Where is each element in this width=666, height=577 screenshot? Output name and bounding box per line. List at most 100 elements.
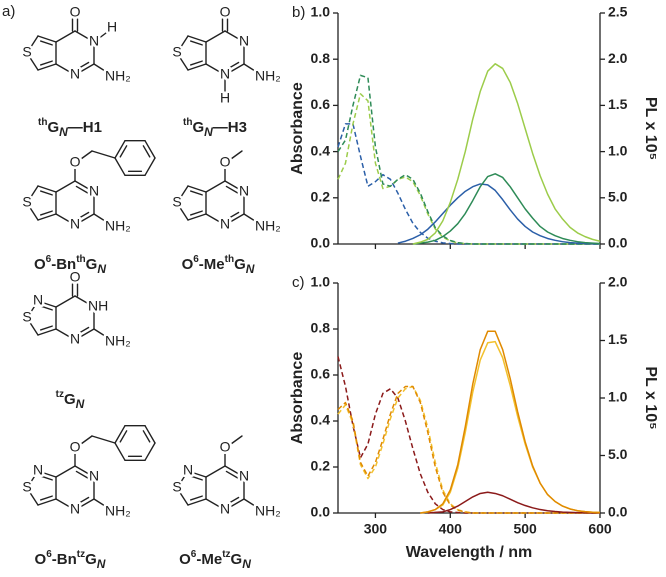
- bond: [39, 475, 53, 481]
- bond: [37, 63, 57, 71]
- emission-line: [412, 173, 601, 245]
- y-axis-title: Absorbance: [289, 352, 306, 445]
- bond: [37, 185, 57, 193]
- bond: [93, 63, 106, 72]
- bond: [224, 498, 245, 511]
- label-part: N: [242, 557, 251, 571]
- bond: [187, 498, 207, 506]
- y-tick-label: 0.0: [311, 235, 331, 251]
- y2-axis-title: PL x 10⁵: [642, 366, 659, 429]
- label-part: tz: [56, 389, 64, 400]
- bond: [189, 190, 203, 196]
- label-part: N: [76, 397, 85, 411]
- bond: [74, 180, 95, 193]
- bond: [75, 211, 90, 221]
- bond: [144, 139, 156, 159]
- atom-label: NH₂: [255, 68, 281, 84]
- y-tick-label: 0.0: [311, 504, 331, 520]
- label-part: G: [192, 119, 204, 136]
- atom-label: S: [22, 44, 31, 60]
- atom-label: S: [172, 194, 181, 210]
- atom-label: NH₂: [255, 503, 281, 519]
- bond: [39, 305, 53, 311]
- structure-label: thGN—H1: [38, 117, 102, 140]
- bond: [26, 487, 39, 506]
- label-part: 6: [193, 254, 199, 265]
- bond: [37, 213, 57, 221]
- bond: [39, 60, 53, 66]
- structure-label: thGN—H3: [183, 117, 247, 140]
- y-tick-label: 0.2: [311, 458, 331, 474]
- y-tick-label: 0.6: [311, 96, 331, 112]
- atom-label: N: [70, 216, 80, 232]
- bond: [37, 470, 57, 478]
- bond: [142, 430, 151, 443]
- bond: [205, 180, 226, 193]
- y2-tick-label: 2.0: [608, 50, 628, 66]
- bond: [26, 317, 39, 336]
- emission-line: [427, 491, 600, 514]
- bond: [39, 325, 53, 331]
- absorbance-line: [337, 385, 600, 514]
- bond: [26, 52, 39, 71]
- atom-label: O: [70, 154, 81, 170]
- bond: [189, 40, 203, 46]
- x-tick-label: 400: [439, 521, 463, 537]
- bond: [205, 213, 226, 226]
- bond: [189, 475, 203, 481]
- atom-label: N: [220, 66, 230, 82]
- bond: [189, 495, 203, 501]
- bond: [225, 211, 240, 221]
- atom-label: NH₂: [255, 218, 281, 234]
- label-part: —H1: [68, 119, 102, 136]
- bond: [187, 213, 207, 221]
- label-part: N: [59, 125, 68, 139]
- label-part: th: [225, 254, 234, 265]
- structure-label: O6-MetzGN: [179, 549, 251, 572]
- bond: [39, 210, 53, 216]
- bond: [91, 150, 116, 159]
- label-part: O: [35, 551, 47, 568]
- bond: [144, 442, 156, 462]
- bond: [75, 470, 90, 480]
- bond: [142, 145, 151, 158]
- bond: [74, 63, 95, 76]
- label-part: N: [97, 557, 106, 571]
- atom-label: S: [22, 194, 31, 210]
- y-tick-label: 0.8: [311, 50, 331, 66]
- label-part: 6: [46, 254, 52, 265]
- atom-label: NH₂: [105, 333, 131, 349]
- atom-label: N: [239, 468, 249, 484]
- atom-label: H: [220, 90, 230, 106]
- atom-label: N: [89, 183, 99, 199]
- y-tick-label: 0.6: [311, 366, 331, 382]
- atom-label: N: [183, 462, 193, 478]
- y-tick-label: 0.4: [311, 412, 331, 428]
- y2-tick-label: 2.5: [608, 4, 628, 20]
- panel-label: b): [292, 4, 305, 21]
- bond: [75, 61, 90, 71]
- bond: [189, 210, 203, 216]
- x-tick-label: 500: [513, 521, 537, 537]
- atom-label: N: [70, 501, 80, 517]
- label-part: -Me: [196, 551, 222, 568]
- bond: [75, 185, 90, 195]
- atom-label: N: [89, 468, 99, 484]
- label-part: tz: [222, 549, 230, 560]
- y2-tick-label: 5.0: [608, 446, 628, 462]
- label-part: —H3: [213, 119, 247, 136]
- y2-tick-label: 1.5: [608, 331, 628, 347]
- bond: [243, 498, 256, 507]
- bond: [205, 30, 226, 43]
- bond: [55, 213, 76, 226]
- atom-label: N: [239, 183, 249, 199]
- bond: [176, 470, 189, 489]
- x-tick-label: 300: [364, 521, 388, 537]
- label-part: th: [183, 117, 192, 128]
- bond: [74, 465, 95, 478]
- bond: [225, 470, 240, 480]
